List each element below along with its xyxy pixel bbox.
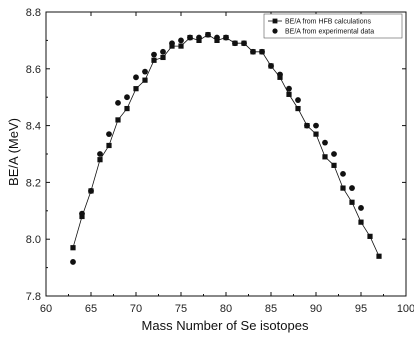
- data-point-square: [376, 253, 382, 259]
- data-point-circle: [97, 151, 103, 157]
- series-2: [70, 31, 364, 265]
- legend-box: [263, 13, 403, 39]
- data-point-circle: [232, 40, 238, 47]
- data-point-square: [349, 199, 355, 205]
- data-point-circle: [142, 68, 148, 75]
- data-point-circle: [133, 74, 139, 81]
- y-tick-label: 8.6: [26, 64, 41, 76]
- data-point-square: [340, 185, 346, 191]
- data-point-circle: [214, 34, 220, 41]
- x-tick-label: 100: [397, 303, 414, 315]
- x-tick-label: 90: [310, 303, 322, 315]
- y-tick-label: 7.8: [26, 291, 41, 303]
- x-tick-label: 75: [175, 303, 187, 315]
- axes-layer: 60 65 70 75 80 85 90 95 100 7.8 8.0 8.2 8.4 8.6 8.8: [26, 7, 414, 315]
- data-point-circle: [358, 205, 364, 211]
- data-point-circle: [178, 37, 184, 44]
- data-point-circle: [331, 151, 337, 157]
- data-point-square: [70, 245, 76, 251]
- legend-label: BE/A from experimental data: [285, 29, 374, 36]
- legend-marker-square: [272, 18, 278, 24]
- x-tick-label: 70: [130, 303, 142, 315]
- data-point-circle: [349, 185, 355, 191]
- data-point-square: [331, 162, 337, 168]
- data-point-circle: [70, 259, 76, 265]
- data-point-square: [142, 77, 148, 83]
- data-point-circle: [151, 51, 157, 58]
- data-point-square: [295, 105, 301, 112]
- data-point-square: [286, 91, 292, 97]
- x-tick-label: 65: [85, 303, 97, 315]
- data-point-circle: [169, 40, 175, 47]
- data-point-circle: [88, 188, 94, 194]
- y-tick-label: 8.2: [26, 177, 41, 189]
- x-axis-title: Mass Number of Se isotopes: [142, 318, 309, 333]
- y-axis-title: BE/A (MeV): [6, 118, 21, 186]
- data-point-circle: [241, 40, 247, 47]
- data-point-circle: [259, 48, 265, 55]
- data-point-square: [313, 131, 319, 137]
- data-point-square: [106, 142, 112, 149]
- x-tick-label: 60: [40, 303, 52, 315]
- y-tick-label: 8.4: [26, 121, 41, 133]
- data-point-circle: [106, 131, 112, 138]
- data-point-circle: [124, 94, 130, 101]
- data-point-square: [115, 117, 121, 123]
- plot-layer: [70, 31, 382, 265]
- x-tick-label: 95: [355, 303, 367, 315]
- data-point-circle: [187, 34, 193, 41]
- data-point-circle: [205, 31, 211, 38]
- data-point-circle: [268, 63, 274, 69]
- data-point-circle: [313, 122, 319, 129]
- data-point-square: [97, 157, 103, 163]
- data-point-circle: [286, 85, 292, 92]
- data-point-square: [322, 154, 328, 160]
- data-point-square: [358, 219, 364, 225]
- data-point-square: [124, 105, 130, 112]
- data-point-circle: [295, 97, 301, 103]
- data-point-square: [178, 43, 184, 49]
- data-point-circle: [160, 48, 166, 55]
- data-point-circle: [250, 48, 256, 55]
- legend-label: BE/A from HFB calculations: [285, 19, 371, 26]
- x-tick-label: 85: [265, 303, 277, 315]
- data-point-circle: [196, 34, 202, 41]
- data-point-circle: [304, 122, 310, 129]
- x-tick-label: 80: [220, 303, 232, 315]
- data-point-circle: [340, 170, 346, 177]
- legend: BE/A from HFB calculations BE/A from expe…: [263, 13, 403, 39]
- data-point-circle: [277, 71, 283, 78]
- data-point-circle: [115, 99, 121, 106]
- data-point-square: [367, 233, 373, 239]
- data-point-circle: [322, 139, 328, 146]
- data-point-circle: [223, 34, 229, 41]
- y-tick-label: 8.0: [26, 234, 41, 246]
- legend-marker-circle: [272, 28, 278, 34]
- data-point-square: [133, 86, 139, 92]
- data-point-square: [151, 57, 157, 63]
- data-point-square: [160, 54, 166, 61]
- data-point-circle: [79, 210, 85, 217]
- y-tick-label: 8.8: [26, 7, 41, 19]
